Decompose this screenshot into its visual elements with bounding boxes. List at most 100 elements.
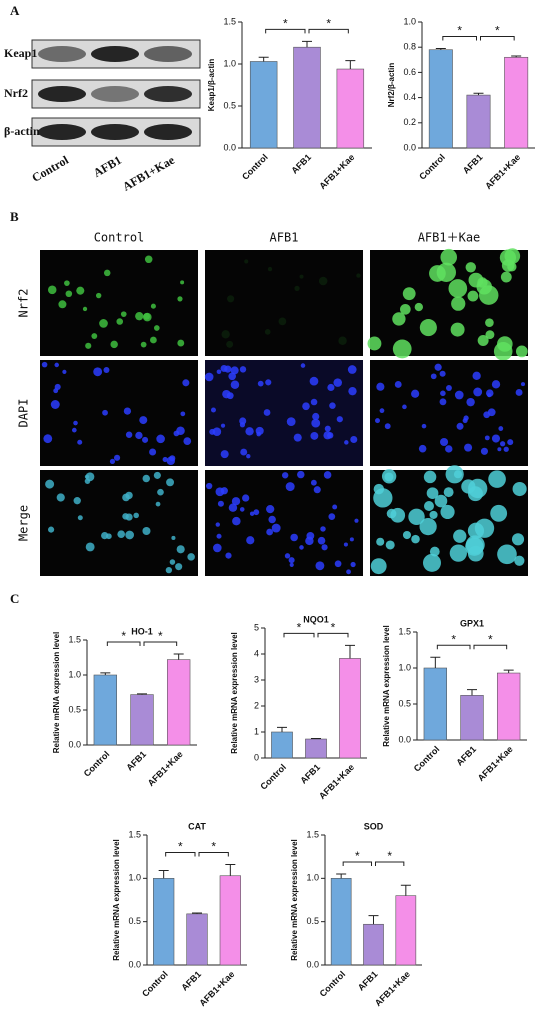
significance-bracket <box>106 641 141 646</box>
cell <box>54 383 61 390</box>
panel-label: B <box>10 209 19 224</box>
cell <box>500 441 506 447</box>
cell <box>230 380 240 390</box>
cell <box>73 420 78 426</box>
cell <box>485 318 494 327</box>
cell <box>139 416 148 425</box>
cell <box>490 504 508 522</box>
cell <box>245 427 254 436</box>
cell <box>418 444 427 453</box>
blot-band <box>144 46 192 62</box>
cell <box>439 398 447 406</box>
cell <box>491 434 501 443</box>
error-bar <box>368 915 379 925</box>
cell <box>484 435 490 441</box>
x-tick-label: AFB1+Kae <box>373 969 412 1008</box>
cell <box>334 560 342 568</box>
cell <box>125 491 133 500</box>
cell <box>333 378 342 387</box>
cell <box>515 345 528 358</box>
cell <box>82 306 88 312</box>
cell <box>498 426 504 431</box>
cell <box>423 501 434 512</box>
cell <box>123 407 132 415</box>
cell <box>293 433 302 442</box>
significance-bracket <box>317 632 349 638</box>
cell <box>329 402 336 409</box>
error-bar <box>467 689 477 696</box>
cell <box>324 425 331 432</box>
cell <box>162 456 168 463</box>
x-tick-label: Control <box>417 152 447 182</box>
cell <box>497 544 517 565</box>
cell <box>142 436 149 443</box>
cell <box>110 340 118 349</box>
cell <box>449 544 467 562</box>
significance-bracket <box>342 861 372 866</box>
cell <box>514 555 525 566</box>
cell <box>392 312 406 326</box>
cell <box>140 341 147 348</box>
y-axis-label: Keap1/β-actin <box>207 59 216 112</box>
significance-bracket <box>265 28 306 34</box>
cell <box>419 319 437 337</box>
cell <box>285 482 295 492</box>
cell <box>305 536 314 546</box>
bar <box>339 658 361 759</box>
cell <box>157 488 164 496</box>
cell <box>176 545 185 554</box>
y-tick-label: 0.5 <box>223 100 236 110</box>
cell <box>239 366 247 373</box>
cell <box>443 487 454 498</box>
x-tick-label: AFB1+Kae <box>317 152 356 191</box>
y-tick-label: 4 <box>254 648 259 658</box>
cell <box>477 277 488 288</box>
cell <box>451 296 466 311</box>
cell <box>454 390 464 400</box>
chart-title: GPX1 <box>460 618 484 628</box>
cell <box>429 510 438 519</box>
y-tick-label: 0.0 <box>403 142 416 152</box>
blot-band <box>38 46 86 62</box>
cell <box>216 369 222 375</box>
cell <box>224 365 232 373</box>
cell <box>422 553 441 572</box>
significance-star: * <box>178 840 183 854</box>
cell <box>384 472 394 482</box>
cell <box>423 470 437 484</box>
cell <box>56 493 65 502</box>
cell <box>347 365 357 374</box>
error-bar <box>430 656 441 668</box>
cell <box>113 454 121 461</box>
blot-band <box>91 46 139 62</box>
image-column-label: AFB1 <box>270 231 299 245</box>
bar <box>504 56 529 149</box>
cell <box>116 318 124 325</box>
cell <box>350 561 356 568</box>
cell <box>210 407 216 413</box>
cell <box>180 280 185 285</box>
cell <box>500 271 512 283</box>
cell <box>375 418 380 424</box>
error-bar <box>302 40 312 48</box>
micrograph <box>205 470 363 576</box>
cell <box>156 434 165 444</box>
error-bar <box>225 863 236 876</box>
cell <box>294 285 300 291</box>
cell <box>228 503 238 512</box>
cell <box>220 450 229 459</box>
significance-star: * <box>355 849 360 863</box>
cell <box>99 319 108 328</box>
cell <box>327 432 334 439</box>
cell <box>480 447 489 455</box>
cell <box>411 534 420 544</box>
cell <box>440 390 446 397</box>
cell <box>453 529 467 543</box>
x-tick-label: Control <box>412 744 442 774</box>
x-tick-label: Control <box>82 749 112 779</box>
significance-star: * <box>297 621 302 635</box>
cell <box>47 285 57 295</box>
cell <box>58 300 67 309</box>
cell <box>286 417 296 427</box>
cell <box>239 422 246 428</box>
